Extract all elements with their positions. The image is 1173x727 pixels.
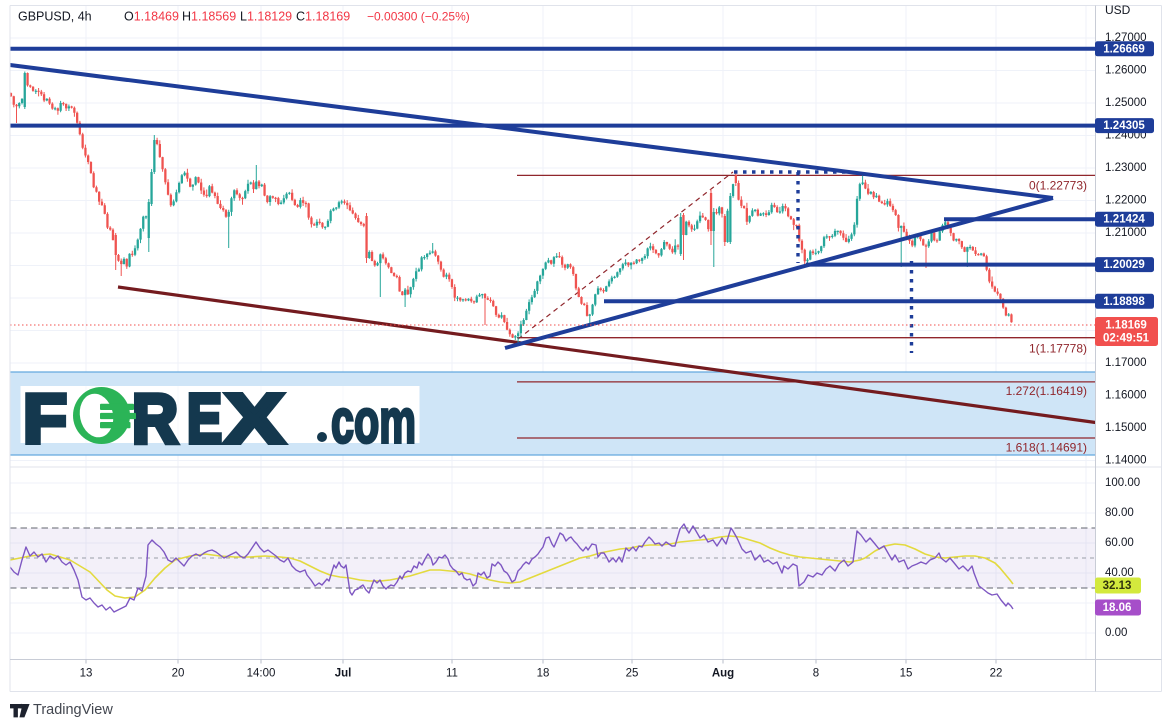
svg-text:1.14000: 1.14000 — [1105, 455, 1147, 467]
svg-text:0(1.22773): 0(1.22773) — [1029, 179, 1087, 193]
svg-text:80.00: 80.00 — [1105, 507, 1134, 519]
svg-text:32.13: 32.13 — [1103, 580, 1132, 592]
svg-text:−0.00300 (−0.25%): −0.00300 (−0.25%) — [367, 10, 470, 24]
svg-text:40.00: 40.00 — [1105, 567, 1134, 579]
svg-text:1.18169: 1.18169 — [1105, 320, 1147, 332]
svg-text:02:49:51: 02:49:51 — [1103, 333, 1150, 345]
svg-text:1.25000: 1.25000 — [1105, 97, 1147, 109]
svg-text:R: R — [132, 380, 178, 458]
svg-text:1.15000: 1.15000 — [1105, 422, 1147, 434]
svg-text:18.06: 18.06 — [1103, 602, 1132, 614]
svg-text:GBPUSD, 4h: GBPUSD, 4h — [18, 10, 92, 24]
svg-text:L1.18129: L1.18129 — [240, 10, 292, 24]
svg-text:8: 8 — [813, 668, 819, 680]
svg-text:1.24305: 1.24305 — [1103, 120, 1145, 132]
svg-text:0.00: 0.00 — [1105, 627, 1127, 639]
svg-text:H1.18569: H1.18569 — [182, 10, 236, 24]
svg-text:C1.18169: C1.18169 — [296, 10, 350, 24]
svg-text:1.26669: 1.26669 — [1103, 43, 1145, 55]
svg-text:100.00: 100.00 — [1105, 477, 1140, 489]
svg-text:Jul: Jul — [335, 668, 352, 680]
svg-text:11: 11 — [446, 668, 458, 680]
svg-text:1.18898: 1.18898 — [1103, 296, 1145, 308]
svg-text:15: 15 — [900, 668, 913, 680]
svg-text:1.16000: 1.16000 — [1105, 390, 1147, 402]
svg-text:25: 25 — [626, 668, 639, 680]
svg-text:13: 13 — [80, 668, 93, 680]
svg-text:F: F — [23, 380, 67, 458]
svg-text:1.20029: 1.20029 — [1103, 259, 1145, 271]
svg-text:TradingView: TradingView — [33, 702, 113, 718]
svg-text:1.23000: 1.23000 — [1105, 162, 1147, 174]
svg-text:Aug: Aug — [712, 668, 734, 680]
svg-text:22: 22 — [990, 668, 1003, 680]
svg-text:1.27000: 1.27000 — [1105, 32, 1147, 44]
svg-text:1(1.17778): 1(1.17778) — [1029, 342, 1087, 356]
svg-text:1.272(1.16419): 1.272(1.16419) — [1006, 384, 1087, 398]
svg-text:20: 20 — [172, 668, 185, 680]
svg-text:X: X — [225, 380, 284, 458]
svg-text:USD: USD — [1105, 3, 1131, 17]
svg-text:60.00: 60.00 — [1105, 537, 1134, 549]
svg-text:1.22000: 1.22000 — [1105, 195, 1147, 207]
svg-text:1.21000: 1.21000 — [1105, 227, 1147, 239]
svg-text:O1.18469: O1.18469 — [124, 10, 179, 24]
svg-text:E: E — [187, 380, 222, 458]
svg-text:1.618(1.14691): 1.618(1.14691) — [1006, 441, 1087, 455]
svg-text:1.17000: 1.17000 — [1105, 357, 1147, 369]
svg-text:com: com — [331, 388, 416, 457]
svg-text:14:00: 14:00 — [247, 668, 276, 680]
svg-text:1.21424: 1.21424 — [1103, 214, 1145, 226]
svg-text:18: 18 — [537, 668, 550, 680]
svg-text:1.26000: 1.26000 — [1105, 65, 1147, 77]
